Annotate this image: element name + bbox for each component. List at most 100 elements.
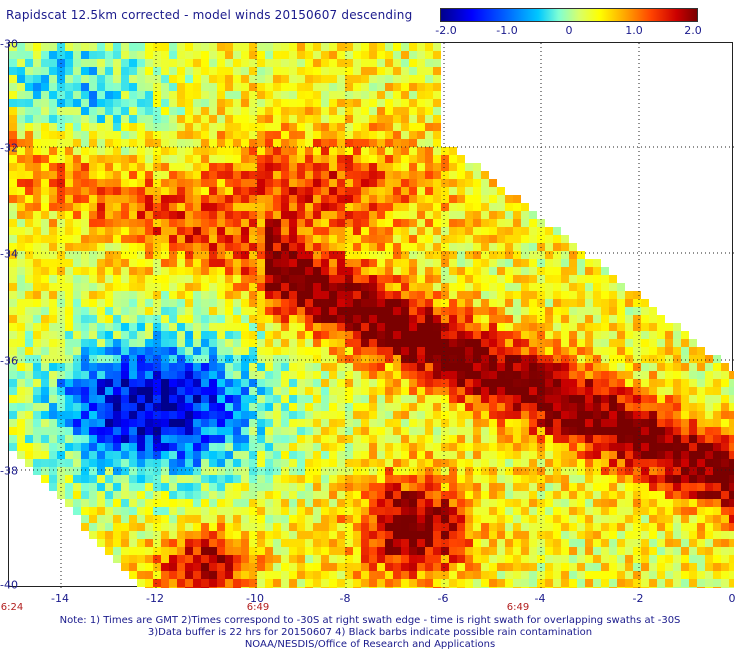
grid-cell bbox=[457, 467, 465, 475]
grid-cell bbox=[481, 563, 489, 571]
grid-cell bbox=[337, 331, 345, 339]
grid-cell bbox=[689, 571, 697, 579]
grid-cell bbox=[369, 259, 377, 267]
grid-cell bbox=[673, 475, 681, 483]
grid-cell bbox=[201, 227, 209, 235]
grid-cell bbox=[313, 395, 321, 403]
grid-cell bbox=[145, 411, 153, 419]
grid-cell bbox=[665, 539, 673, 547]
grid-cell bbox=[553, 395, 561, 403]
grid-cell bbox=[577, 483, 585, 491]
grid-cell bbox=[273, 491, 281, 499]
grid-cell bbox=[193, 323, 201, 331]
grid-cell bbox=[353, 139, 361, 147]
grid-cell bbox=[441, 323, 449, 331]
grid-cell bbox=[49, 307, 57, 315]
grid-cell bbox=[617, 523, 625, 531]
grid-cell bbox=[297, 267, 305, 275]
grid-cell bbox=[513, 379, 521, 387]
grid-cell bbox=[89, 419, 97, 427]
grid-cell bbox=[497, 323, 505, 331]
grid-cell bbox=[657, 411, 665, 419]
grid-cell bbox=[489, 467, 497, 475]
grid-cell bbox=[33, 123, 41, 131]
grid-cell bbox=[65, 483, 73, 491]
grid-cell bbox=[137, 219, 145, 227]
grid-cell bbox=[81, 427, 89, 435]
grid-cell bbox=[305, 291, 313, 299]
grid-cell bbox=[529, 403, 537, 411]
grid-cell bbox=[201, 331, 209, 339]
grid-cell bbox=[585, 387, 593, 395]
grid-cell bbox=[169, 283, 177, 291]
grid-cell bbox=[449, 299, 457, 307]
grid-cell bbox=[449, 219, 457, 227]
grid-cell bbox=[233, 563, 241, 571]
grid-cell bbox=[249, 507, 257, 515]
grid-cell bbox=[361, 187, 369, 195]
grid-cell bbox=[601, 291, 609, 299]
grid-cell bbox=[729, 395, 734, 403]
grid-cell bbox=[145, 427, 153, 435]
grid-cell bbox=[585, 499, 593, 507]
grid-cell bbox=[377, 75, 385, 83]
grid-cell bbox=[281, 187, 289, 195]
grid-cell bbox=[145, 195, 153, 203]
grid-cell bbox=[313, 347, 321, 355]
grid-cell bbox=[193, 347, 201, 355]
grid-cell bbox=[265, 419, 273, 427]
grid-cell bbox=[185, 547, 193, 555]
grid-cell bbox=[329, 163, 337, 171]
grid-cell bbox=[145, 307, 153, 315]
grid-cell bbox=[425, 251, 433, 259]
grid-cell bbox=[281, 475, 289, 483]
grid-cell bbox=[233, 131, 241, 139]
grid-cell bbox=[137, 403, 145, 411]
grid-cell bbox=[713, 403, 721, 411]
grid-cell bbox=[609, 323, 617, 331]
grid-cell bbox=[393, 283, 401, 291]
grid-cell bbox=[593, 387, 601, 395]
grid-cell bbox=[33, 347, 41, 355]
grid-cell bbox=[289, 171, 297, 179]
grid-cell bbox=[241, 379, 249, 387]
grid-cell bbox=[33, 283, 41, 291]
grid-cell bbox=[505, 427, 513, 435]
grid-cell bbox=[169, 515, 177, 523]
grid-cell bbox=[457, 291, 465, 299]
grid-cell bbox=[385, 459, 393, 467]
grid-cell bbox=[441, 523, 449, 531]
grid-cell bbox=[137, 523, 145, 531]
grid-cell bbox=[585, 323, 593, 331]
grid-cell bbox=[353, 75, 361, 83]
grid-cell bbox=[225, 195, 233, 203]
grid-cell bbox=[33, 131, 41, 139]
grid-cell bbox=[129, 219, 137, 227]
grid-cell bbox=[337, 115, 345, 123]
grid-cell bbox=[409, 179, 417, 187]
grid-cell bbox=[241, 507, 249, 515]
grid-cell bbox=[409, 163, 417, 171]
grid-cell bbox=[105, 379, 113, 387]
grid-cell bbox=[257, 251, 265, 259]
grid-cell bbox=[73, 507, 81, 515]
grid-cell bbox=[449, 315, 457, 323]
grid-cell bbox=[121, 259, 129, 267]
grid-cell bbox=[321, 315, 329, 323]
grid-cell bbox=[457, 251, 465, 259]
grid-cell bbox=[177, 363, 185, 371]
grid-cell bbox=[81, 339, 89, 347]
grid-cell bbox=[185, 579, 193, 587]
grid-cell bbox=[121, 323, 129, 331]
grid-cell bbox=[433, 299, 441, 307]
grid-cell bbox=[105, 507, 113, 515]
grid-cell bbox=[233, 539, 241, 547]
grid-cell bbox=[553, 555, 561, 563]
grid-cell bbox=[209, 339, 217, 347]
grid-cell bbox=[417, 371, 425, 379]
grid-cell bbox=[185, 491, 193, 499]
grid-cell bbox=[433, 563, 441, 571]
grid-cell bbox=[577, 499, 585, 507]
grid-cell bbox=[225, 427, 233, 435]
grid-cell bbox=[345, 283, 353, 291]
